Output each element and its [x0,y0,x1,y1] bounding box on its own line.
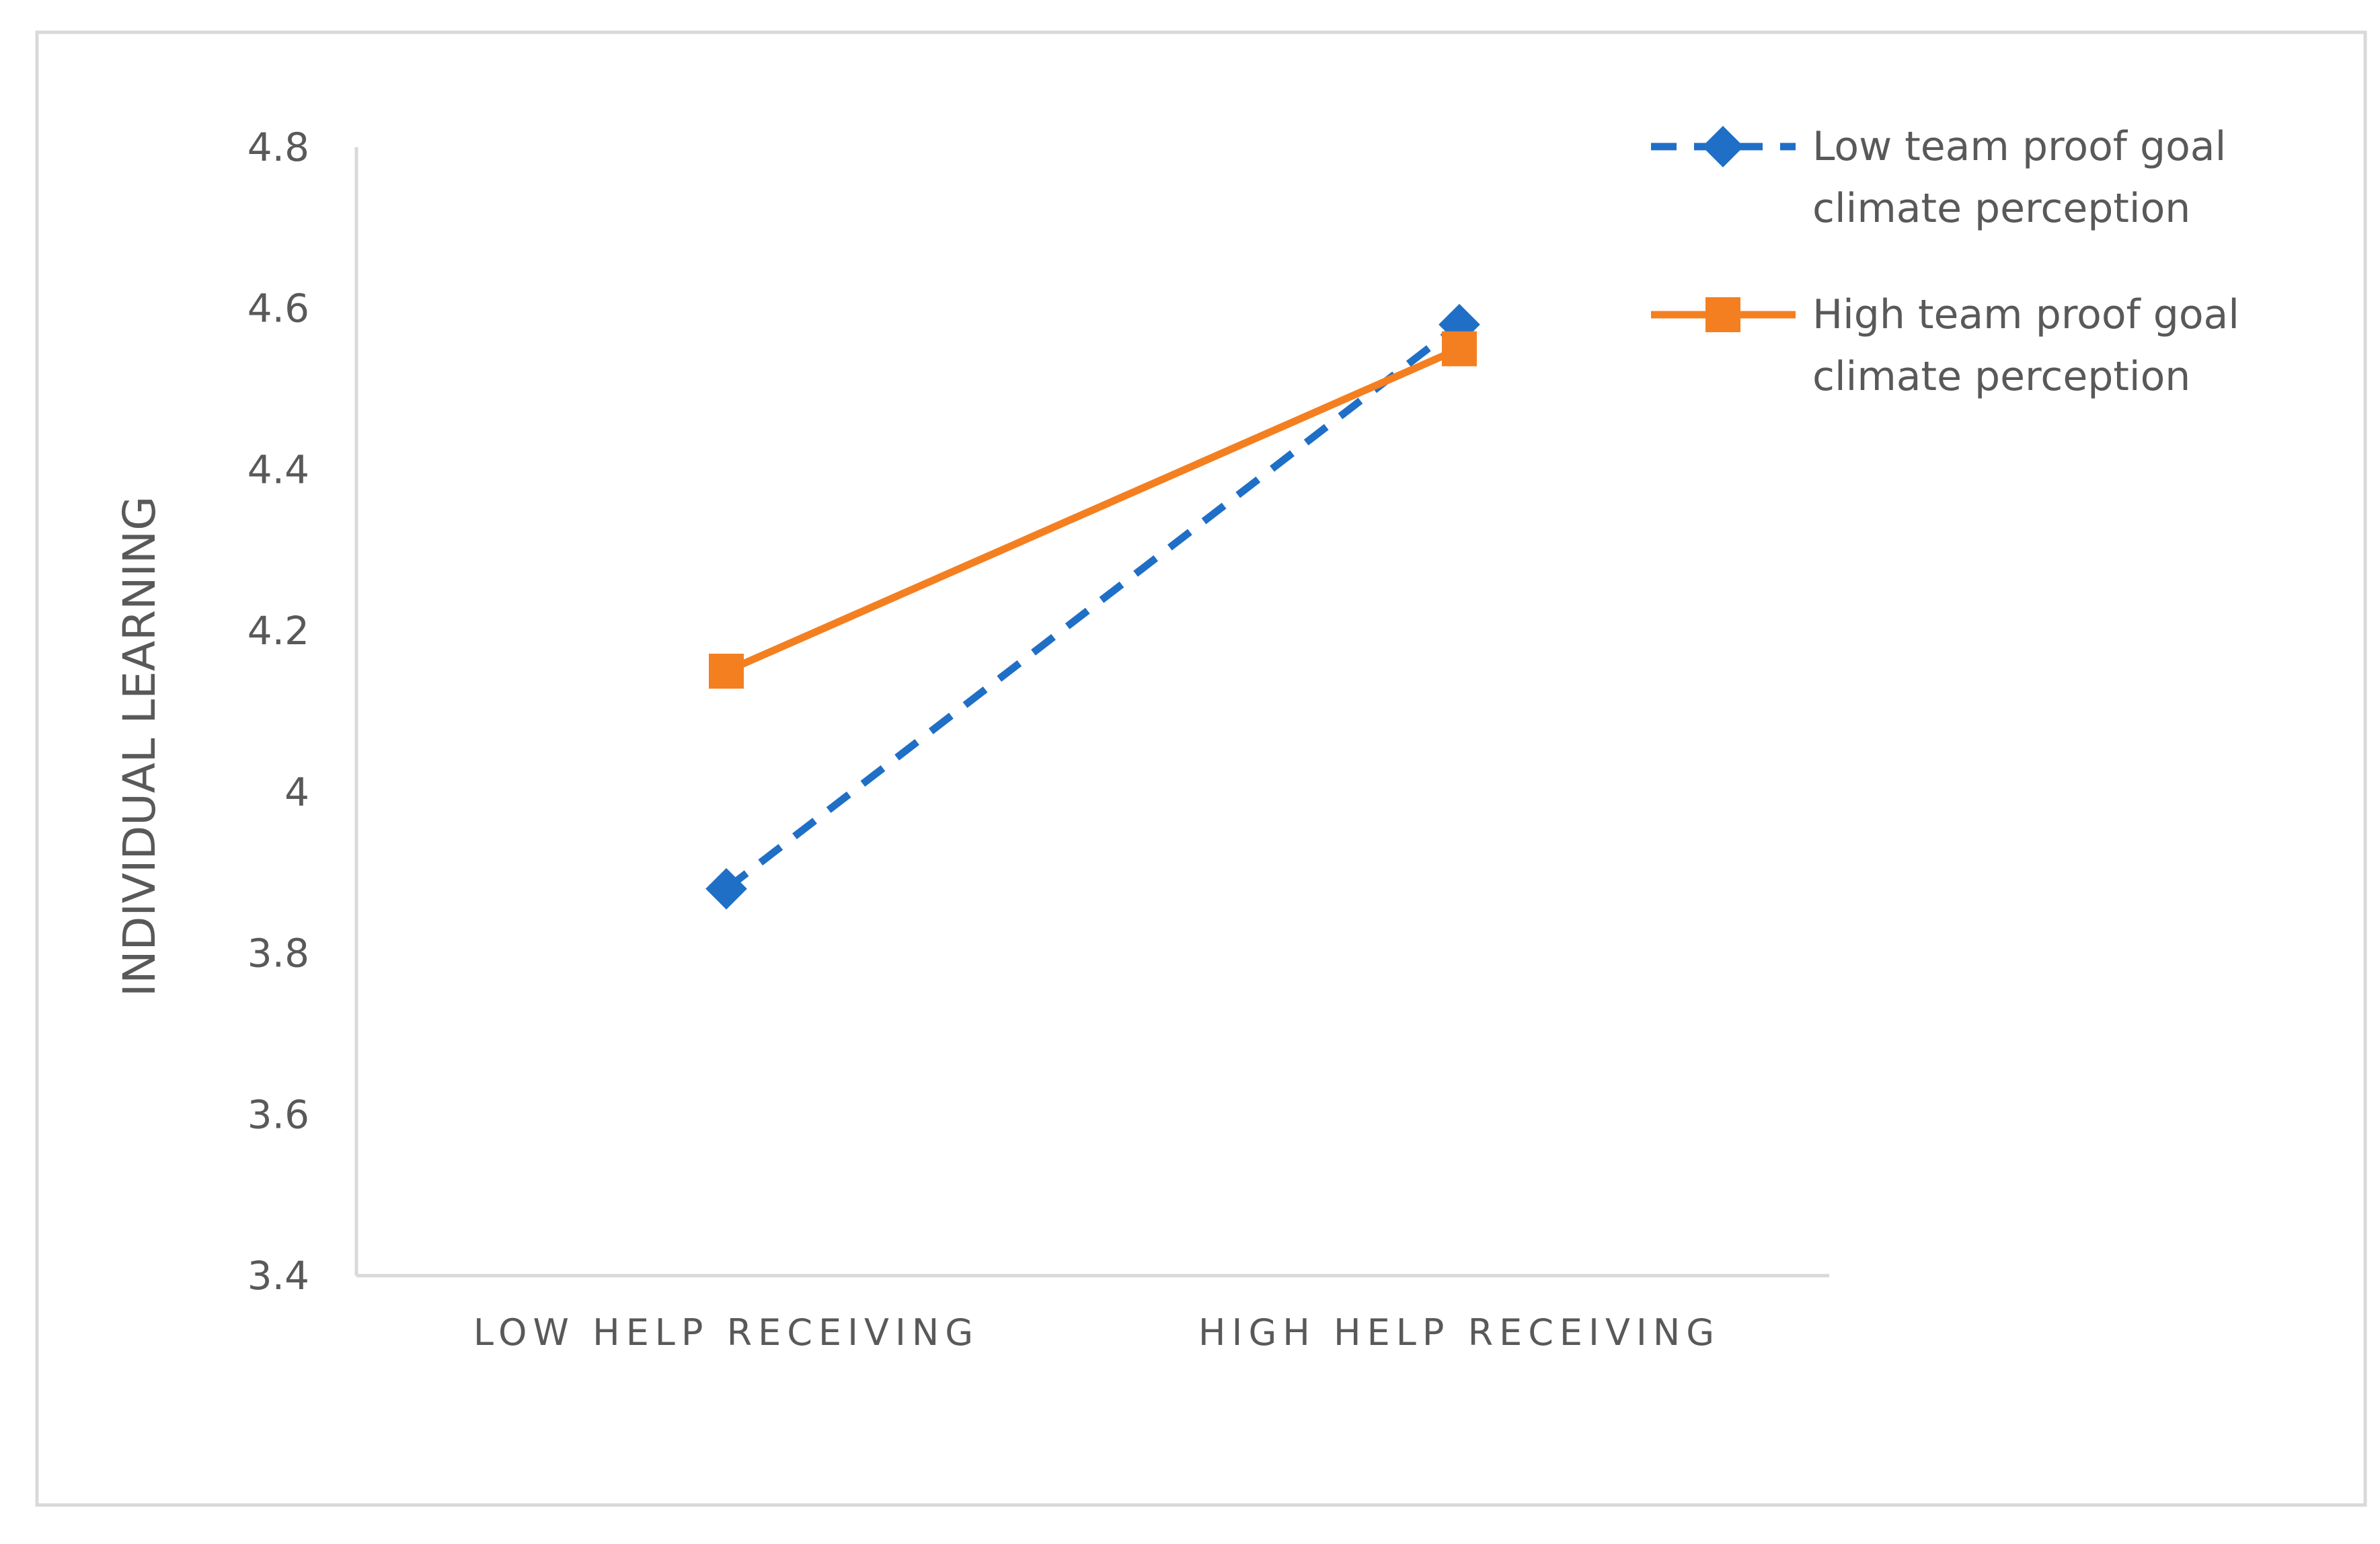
legend-swatch-marker [1705,297,1740,332]
legend-label: climate perception [1812,185,2190,232]
legend-label: Low team proof goal [1812,123,2226,170]
y-tick-label: 4 [284,769,309,815]
x-tick-label: LOW HELP RECEIVING [473,1311,979,1354]
legend-item-2: High team proof goal climate perception [1651,291,2239,400]
legend-item-1: Low team proof goal climate perception [1651,123,2226,232]
y-tick-label: 4.2 [247,608,309,654]
y-tick-label: 3.8 [247,931,309,976]
y-tick-label: 4.4 [247,447,309,492]
legend-label: climate perception [1812,353,2190,400]
y-tick-label: 4.6 [247,286,309,332]
series-2 [709,331,1477,689]
axes: 3.4 3.6 3.8 4 4.2 4.4 4.6 4.8 LOW HELP RECEIVING… [247,124,1829,1354]
legend-swatch-marker [1702,126,1744,167]
data-point-marker [1442,331,1477,366]
y-tick-label: 3.4 [247,1253,309,1299]
y-axis-title: INDIVIDUAL LEARNING [114,496,165,997]
series-line [724,345,1461,675]
plot-area [705,303,1480,910]
y-tick-label: 3.6 [247,1091,309,1137]
legend-label: High team proof goal [1812,291,2239,338]
data-point-marker [709,654,744,689]
series-line [724,321,1462,892]
chart-border [35,30,2367,1507]
y-tick-label: 4.8 [247,124,309,170]
data-point-marker [705,867,747,910]
x-tick-label: HIGH HELP RECEIVING [1198,1311,1720,1354]
